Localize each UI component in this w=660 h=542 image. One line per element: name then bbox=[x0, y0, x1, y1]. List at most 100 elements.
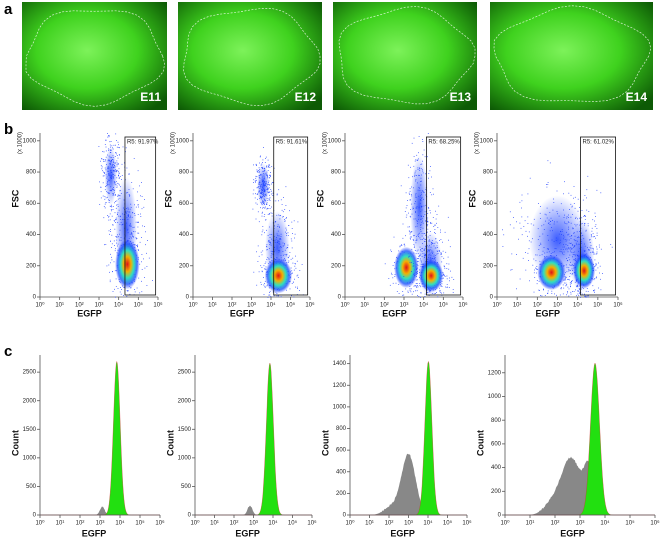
event-dot bbox=[416, 269, 417, 270]
x-tick-label: 10² bbox=[230, 521, 239, 527]
event-dot bbox=[415, 279, 417, 281]
event-dot bbox=[258, 255, 260, 257]
event-dot bbox=[295, 263, 296, 265]
event-dot bbox=[591, 230, 593, 232]
event-dot bbox=[576, 286, 578, 288]
event-dot bbox=[388, 278, 390, 279]
event-dot bbox=[521, 216, 523, 218]
event-dot bbox=[285, 186, 287, 188]
event-dot bbox=[422, 141, 424, 142]
event-dot bbox=[103, 161, 105, 162]
x-tick-label: 10⁴ bbox=[115, 520, 125, 527]
event-dot bbox=[405, 288, 407, 290]
event-dot bbox=[270, 212, 272, 214]
event-dot bbox=[403, 294, 405, 296]
event-dot bbox=[269, 200, 271, 201]
event-dot bbox=[438, 205, 440, 207]
embryo-outline bbox=[183, 8, 321, 107]
event-dot bbox=[593, 290, 595, 292]
event-dot bbox=[252, 193, 254, 195]
event-dot bbox=[297, 221, 299, 223]
event-dot bbox=[404, 245, 406, 247]
event-dot bbox=[408, 230, 410, 232]
density-core bbox=[104, 146, 117, 206]
event-dot bbox=[266, 202, 268, 204]
event-dot bbox=[429, 170, 431, 172]
stage-label: E11 bbox=[140, 90, 161, 104]
event-dot bbox=[286, 253, 288, 255]
event-dot bbox=[541, 295, 543, 297]
event-dot bbox=[265, 156, 267, 158]
event-dot bbox=[567, 292, 568, 294]
event-dot bbox=[417, 253, 419, 254]
event-dot bbox=[254, 197, 256, 199]
event-dot bbox=[582, 199, 584, 201]
event-dot bbox=[290, 258, 292, 260]
event-dot bbox=[566, 258, 567, 259]
event-dot bbox=[144, 277, 145, 278]
event-dot bbox=[572, 264, 573, 266]
event-dot bbox=[575, 258, 576, 259]
event-dot bbox=[573, 259, 575, 260]
event-dot bbox=[255, 175, 257, 177]
event-dot bbox=[260, 265, 262, 267]
event-dot bbox=[447, 256, 449, 258]
event-dot bbox=[442, 241, 443, 243]
event-dot bbox=[596, 228, 598, 229]
event-dot bbox=[548, 251, 550, 253]
event-dot bbox=[119, 291, 121, 293]
event-dot bbox=[404, 211, 406, 212]
x-tick-label: 10³ bbox=[400, 303, 409, 309]
event-dot bbox=[561, 251, 563, 253]
y-unit: (x 1000) bbox=[171, 132, 177, 154]
event-dot bbox=[444, 276, 446, 277]
event-dot bbox=[269, 213, 270, 215]
event-dot bbox=[108, 219, 110, 221]
event-dot bbox=[271, 183, 272, 185]
event-dot bbox=[400, 185, 402, 187]
event-dot bbox=[265, 266, 267, 268]
event-dot bbox=[448, 268, 450, 270]
event-dot bbox=[532, 264, 534, 266]
event-dot bbox=[595, 253, 597, 255]
event-dot bbox=[119, 154, 120, 156]
event-dot bbox=[271, 166, 273, 167]
event-dot bbox=[444, 267, 446, 269]
event-dot bbox=[402, 237, 404, 239]
event-dot bbox=[577, 293, 579, 295]
event-dot bbox=[574, 207, 576, 209]
event-dot bbox=[591, 227, 593, 229]
event-dot bbox=[412, 281, 413, 283]
event-dot bbox=[256, 169, 258, 171]
event-dot bbox=[265, 158, 266, 159]
event-dot bbox=[585, 216, 586, 217]
event-dot bbox=[137, 249, 139, 250]
event-dot bbox=[106, 265, 108, 267]
event-dot bbox=[141, 261, 142, 263]
event-dot bbox=[413, 263, 414, 264]
event-dot bbox=[102, 182, 104, 184]
event-dot bbox=[574, 223, 576, 225]
event-dot bbox=[118, 172, 120, 174]
event-dot bbox=[567, 234, 569, 236]
y-tick-label: 800 bbox=[491, 418, 502, 424]
event-dot bbox=[132, 188, 134, 190]
event-dot bbox=[100, 186, 102, 188]
event-dot bbox=[525, 269, 527, 271]
event-dot bbox=[539, 290, 540, 291]
event-dot bbox=[567, 260, 569, 262]
event-dot bbox=[288, 225, 290, 226]
event-dot bbox=[547, 160, 549, 162]
event-dot bbox=[410, 231, 412, 233]
y-tick-label: 400 bbox=[26, 232, 37, 238]
event-dot bbox=[255, 193, 256, 195]
event-dot bbox=[110, 209, 112, 210]
event-dot bbox=[592, 219, 594, 221]
event-dot bbox=[547, 290, 549, 292]
event-dot bbox=[594, 212, 596, 214]
y-tick-label: 1500 bbox=[178, 427, 192, 433]
event-dot bbox=[575, 254, 577, 256]
x-tick-label: 10⁴ bbox=[419, 302, 429, 309]
event-dot bbox=[409, 215, 411, 217]
event-dot bbox=[581, 288, 582, 290]
